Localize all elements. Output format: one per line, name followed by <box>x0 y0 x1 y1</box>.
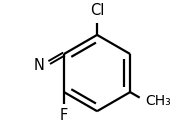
Text: Cl: Cl <box>90 3 104 18</box>
Text: N: N <box>34 58 45 73</box>
Text: CH₃: CH₃ <box>145 94 171 108</box>
Text: F: F <box>60 108 68 123</box>
